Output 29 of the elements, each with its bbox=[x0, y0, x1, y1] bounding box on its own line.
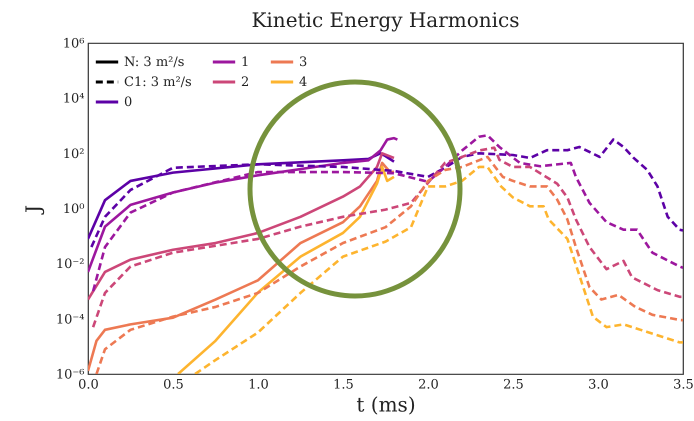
line-series bbox=[92, 146, 683, 328]
y-axis-title: J bbox=[20, 204, 45, 216]
x-tick-label: 3.0 bbox=[588, 378, 609, 392]
legend-label: 2 bbox=[241, 75, 250, 90]
x-tick-label: 2.5 bbox=[503, 378, 524, 392]
x-axis-title: t (ms) bbox=[356, 392, 416, 416]
y-tick-label: 10² bbox=[62, 146, 84, 162]
legend-label: 4 bbox=[299, 75, 308, 90]
x-tick-label: 0.0 bbox=[78, 378, 99, 392]
legend-label: 0 bbox=[124, 95, 132, 110]
x-tick-label: 3.5 bbox=[673, 378, 694, 392]
x-tick-label: 1.5 bbox=[333, 378, 354, 392]
x-tick-label: 1.0 bbox=[248, 378, 269, 392]
legend-label: 1 bbox=[241, 55, 250, 70]
y-tick-label: 10⁻⁴ bbox=[56, 312, 84, 328]
y-tick-label: 10⁶ bbox=[62, 36, 84, 52]
line-series bbox=[176, 166, 396, 374]
line-series bbox=[92, 134, 683, 293]
legend-label: 3 bbox=[299, 55, 308, 70]
y-tick-label: 10⁰ bbox=[62, 202, 84, 217]
line-series bbox=[194, 166, 683, 374]
legend-label: N: 3 m²/s bbox=[124, 55, 184, 70]
y-tick-label: 10⁴ bbox=[62, 92, 84, 107]
legend-label: C1: 3 m²/s bbox=[124, 75, 192, 90]
line-series bbox=[90, 138, 683, 248]
y-tick-label: 10⁻² bbox=[56, 257, 84, 272]
x-tick-label: 0.5 bbox=[163, 378, 184, 392]
x-tick-label: 2.0 bbox=[418, 378, 439, 392]
chart-title: Kinetic Energy Harmonics bbox=[251, 8, 520, 32]
